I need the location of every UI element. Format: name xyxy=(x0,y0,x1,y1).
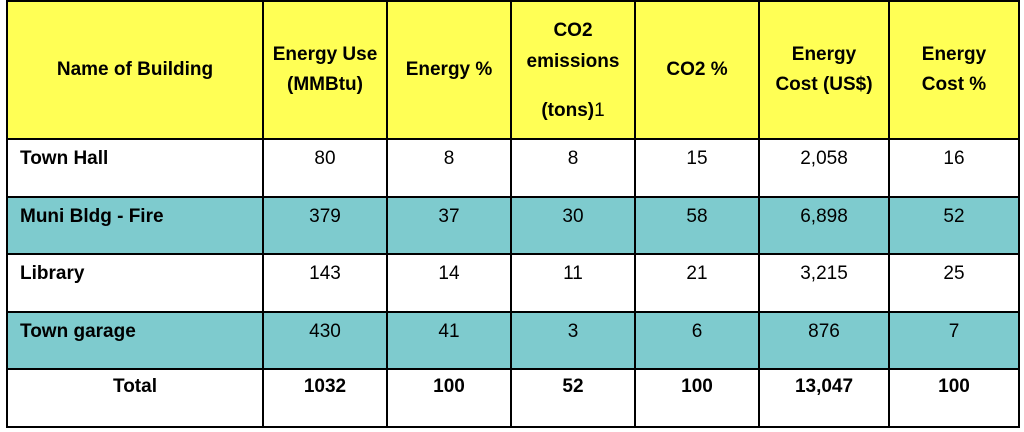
header-co2-emissions: CO2 emissions (tons)1 xyxy=(510,0,636,140)
cell-building-name: Muni Bldg - Fire xyxy=(6,195,264,256)
header-row: Name of Building Energy Use (MMBtu) Ener… xyxy=(6,0,1020,140)
cell-total-energy-cost-pct: 100 xyxy=(888,368,1020,428)
cell-energy-pct: 41 xyxy=(386,310,512,371)
cell-energy-cost: 876 xyxy=(758,310,890,371)
cell-building-name: Library xyxy=(6,253,264,313)
cell-energy-use: 379 xyxy=(262,195,388,256)
header-energy-cost-line2: Cost (US$) xyxy=(775,74,873,95)
header-energy-cost-pct-line1: Energy xyxy=(921,44,987,65)
table-row-total: Total 1032 100 52 100 13,047 100 xyxy=(6,368,1020,428)
cell-energy-use: 430 xyxy=(262,310,388,371)
cell-energy-pct: 14 xyxy=(386,253,512,313)
cell-energy-cost-pct: 25 xyxy=(888,253,1020,313)
cell-total-energy-pct: 100 xyxy=(386,368,512,428)
cell-co2: 8 xyxy=(510,138,636,198)
cell-building-name: Town Hall xyxy=(6,138,264,198)
cell-energy-pct: 8 xyxy=(386,138,512,198)
cell-energy-use: 143 xyxy=(262,253,388,313)
header-energy-cost: Energy Cost (US$) xyxy=(758,0,890,140)
header-name-of-building: Name of Building xyxy=(6,0,264,140)
header-co2-line3: (tons) xyxy=(541,99,595,121)
cell-energy-cost-pct: 52 xyxy=(888,195,1020,256)
header-co2-footnote: 1 xyxy=(594,99,605,121)
cell-total-energy-cost: 13,047 xyxy=(758,368,890,428)
table-row-town-garage: Town garage 430 41 3 6 876 7 xyxy=(6,310,1020,371)
cell-co2-pct: 21 xyxy=(634,253,760,313)
cell-total-energy-use: 1032 xyxy=(262,368,388,428)
cell-co2: 3 xyxy=(510,310,636,371)
cell-energy-cost-pct: 7 xyxy=(888,310,1020,371)
table-row-muni-bldg-fire: Muni Bldg - Fire 379 37 30 58 6,898 52 xyxy=(6,195,1020,256)
cell-building-name: Town garage xyxy=(6,310,264,371)
cell-energy-use: 80 xyxy=(262,138,388,198)
header-energy-use-line2: (MMBtu) xyxy=(287,74,363,95)
header-co2-pct: CO2 % xyxy=(634,0,760,140)
cell-co2: 30 xyxy=(510,195,636,256)
cell-total-co2: 52 xyxy=(510,368,636,428)
cell-energy-cost-pct: 16 xyxy=(888,138,1020,198)
cell-co2-pct: 6 xyxy=(634,310,760,371)
table-row-town-hall: Town Hall 80 8 8 15 2,058 16 xyxy=(6,138,1020,198)
energy-table: Name of Building Energy Use (MMBtu) Ener… xyxy=(6,0,1020,428)
cell-energy-cost: 3,215 xyxy=(758,253,890,313)
cell-total-label: Total xyxy=(6,368,264,428)
header-energy-use: Energy Use (MMBtu) xyxy=(262,0,388,140)
cell-energy-cost: 2,058 xyxy=(758,138,890,198)
header-co2-line2: emissions xyxy=(526,50,620,72)
header-co2-line3-wrap: (tons)1 xyxy=(512,95,634,126)
header-energy-use-line1: Energy Use xyxy=(272,44,378,65)
cell-co2: 11 xyxy=(510,253,636,313)
cell-co2-pct: 58 xyxy=(634,195,760,256)
cell-co2-pct: 15 xyxy=(634,138,760,198)
header-energy-cost-pct: Energy Cost % xyxy=(888,0,1020,140)
header-energy-cost-pct-line2: Cost % xyxy=(921,74,987,95)
header-co2-line1: CO2 xyxy=(553,19,593,41)
header-energy-cost-line1: Energy xyxy=(791,44,857,65)
cell-energy-cost: 6,898 xyxy=(758,195,890,256)
table-row-library: Library 143 14 11 21 3,215 25 xyxy=(6,253,1020,313)
cell-energy-pct: 37 xyxy=(386,195,512,256)
header-energy-pct: Energy % xyxy=(386,0,512,140)
cell-total-co2-pct: 100 xyxy=(634,368,760,428)
